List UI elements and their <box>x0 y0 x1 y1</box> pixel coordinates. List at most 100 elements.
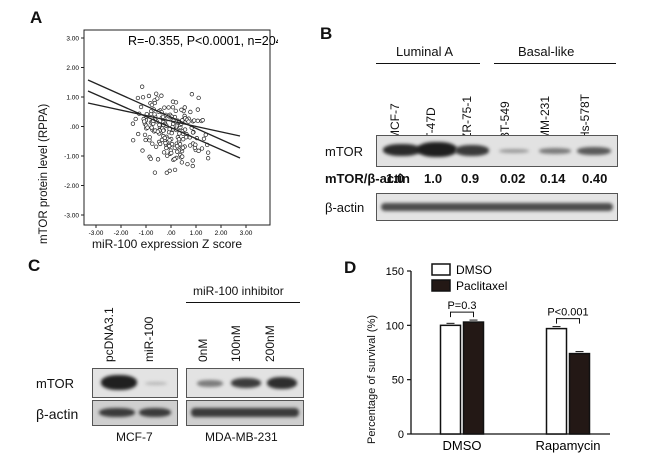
x-ticks: -3.00 -2.00 -1.00 .00 1.00 2.00 3.00 <box>89 225 253 236</box>
scatter-point <box>173 100 179 105</box>
scatter-point <box>135 95 141 101</box>
x-tick-label: 3.00 <box>240 230 253 236</box>
c-row-label-mtor: mTOR <box>36 376 75 391</box>
blot-b-mtor <box>376 135 618 167</box>
band <box>145 382 167 385</box>
panel-d-letter: D <box>344 258 357 277</box>
scatter-point <box>180 145 186 150</box>
group-luminal-line <box>376 63 480 64</box>
band <box>139 408 171 417</box>
band <box>539 148 571 154</box>
x-tick-label: -3.00 <box>89 230 104 236</box>
panel-a-scatter-plot: 3.00 2.00 1.00 .00 -1.00 -2.00 -3.00 -3.00 -2.0… <box>64 29 278 236</box>
scatter-point <box>142 119 147 124</box>
blot-c-actin-right <box>186 400 304 426</box>
bar-dmso-dmso <box>439 324 462 435</box>
lane-label-hs578t: Hs-578T <box>578 93 592 140</box>
x-tick-label: -2.00 <box>114 230 129 236</box>
chart-ylabel: Percentage of survival (%) <box>366 315 378 444</box>
scatter-point <box>192 118 197 123</box>
regression-line <box>87 79 241 149</box>
scatter-point <box>165 153 170 158</box>
p-value-label: P=0.3 <box>447 300 476 312</box>
scatter-point <box>176 137 182 142</box>
scatter-point <box>170 105 176 110</box>
scatter-point <box>169 150 174 156</box>
scatter-point <box>190 130 196 135</box>
scatter-point <box>195 107 200 112</box>
panel-a-xlabel: miR-100 expression Z score <box>92 237 243 251</box>
scatter-point <box>143 137 148 143</box>
scatter-point <box>140 95 146 100</box>
scatter-point <box>188 109 193 115</box>
scatter-point <box>205 156 211 161</box>
scatter-point <box>180 154 185 159</box>
inhibitor-line <box>186 302 300 303</box>
band <box>99 408 135 417</box>
blot-b-actin <box>376 193 618 221</box>
scatter-point <box>142 132 148 138</box>
scatter-point <box>133 116 138 122</box>
panel-a-letter: A <box>30 8 43 27</box>
scatter-point <box>193 142 198 147</box>
scatter-point <box>152 100 157 106</box>
ratio-hs578t: 0.40 <box>582 171 608 186</box>
scatter-point <box>172 156 177 162</box>
scatter-point <box>196 95 201 101</box>
group-basal-line <box>494 63 616 64</box>
c-row-label-actin: β-actin <box>36 406 79 422</box>
x-category-label: DMSO <box>443 438 482 453</box>
scatter-point <box>139 84 145 89</box>
legend-label: DMSO <box>456 263 492 277</box>
scatter-point <box>149 125 154 130</box>
scatter-point <box>175 149 180 154</box>
scatter-point <box>152 112 157 117</box>
scatter-point <box>163 140 168 146</box>
row-label-mtor: mTOR <box>325 144 364 159</box>
scatter-point <box>145 125 150 130</box>
scatter-point <box>152 170 158 175</box>
scatter-point <box>186 119 191 124</box>
panel-a-annotation: R=-0.355, P<0.0001, n=204 <box>128 34 278 48</box>
y-tick-label: 50 <box>392 375 404 387</box>
x-category-label: Rapamycin <box>535 438 600 453</box>
scatter-point <box>190 163 195 169</box>
p-value-label: P<0.001 <box>547 307 588 319</box>
scatter-point <box>164 145 169 151</box>
band <box>499 149 529 153</box>
bar-paclitaxel-dmso <box>462 321 485 435</box>
lane-label-0nm: 0nM <box>196 338 210 362</box>
scatter-frame <box>83 29 271 226</box>
scatter-point <box>160 114 166 120</box>
significance-bracket <box>556 318 580 324</box>
scatter-point <box>158 141 163 147</box>
scatter-point <box>166 105 171 110</box>
scatter-point <box>161 150 167 155</box>
scatter-point <box>182 105 187 110</box>
scatter-point <box>155 96 160 101</box>
scatter-point <box>173 108 178 114</box>
scatter-point <box>185 161 190 167</box>
scatter-point <box>153 144 159 149</box>
scatter-point <box>205 150 211 155</box>
lane-label-mir100: miR-100 <box>142 316 156 362</box>
band <box>577 147 611 155</box>
lane-label-pcdna: pcDNA3.1 <box>102 307 116 362</box>
lane-label-mm231: MM-231 <box>538 95 552 140</box>
band <box>455 145 489 156</box>
legend-swatch <box>431 279 451 292</box>
ratio-mcf7: 1.0 <box>386 171 405 186</box>
scatter-point <box>172 167 178 173</box>
scatter-point <box>169 141 175 147</box>
scatter-point <box>179 160 185 165</box>
y-ticks: 3.00 2.00 1.00 .00 -1.00 -2.00 -3.00 <box>64 36 84 220</box>
lane-label-zr751: ZR-75-1 <box>460 95 474 140</box>
regression-lines <box>87 79 241 159</box>
scatter-point <box>167 138 172 143</box>
legend-swatch <box>431 263 451 276</box>
group-luminal-label: Luminal A <box>396 44 454 59</box>
scatter-point <box>159 137 165 143</box>
scatter-point <box>179 107 184 112</box>
scatter-point <box>177 141 183 147</box>
scatter-point <box>150 141 155 146</box>
